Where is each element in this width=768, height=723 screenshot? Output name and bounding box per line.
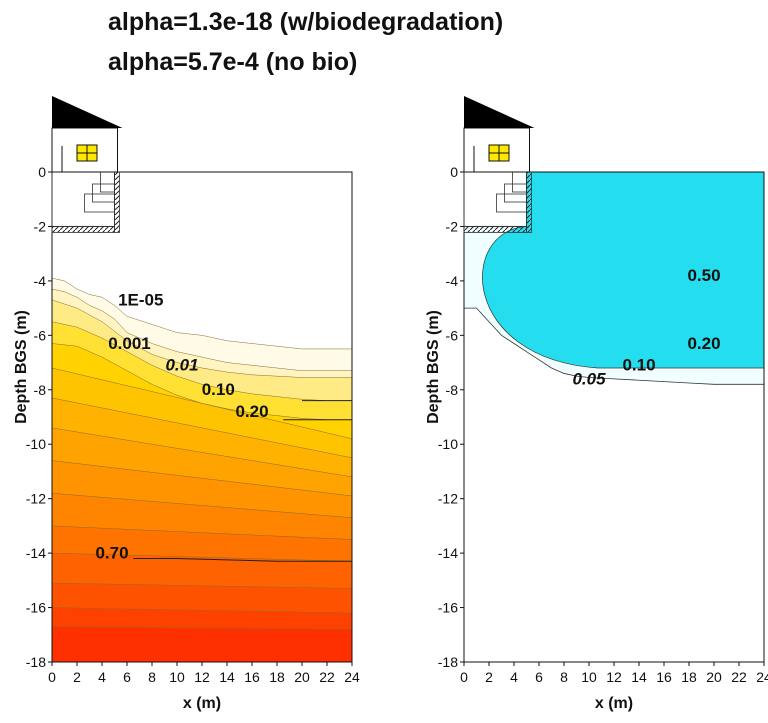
- contour-fills: [464, 172, 764, 385]
- contour-label: 0.20: [687, 334, 720, 353]
- y-tick-label: -4: [446, 273, 459, 289]
- x-tick-label: 20: [294, 669, 310, 685]
- contour-label: 0.10: [202, 380, 235, 399]
- x-tick-label: 2: [485, 669, 493, 685]
- house-basement: [52, 172, 115, 227]
- y-tick-label: -6: [34, 327, 47, 343]
- contour-label: 1E-05: [118, 290, 163, 309]
- house-roof: [52, 96, 123, 128]
- basement-step: [92, 183, 115, 203]
- contour-label: 0.70: [95, 544, 128, 563]
- x-tick-label: 12: [606, 669, 622, 685]
- y-tick-label: -18: [26, 654, 46, 670]
- title-line-2: alpha=5.7e-4 (no bio): [108, 48, 358, 76]
- x-tick-label: 22: [731, 669, 747, 685]
- y-tick-label: 0: [450, 164, 458, 180]
- contour-band: [52, 626, 352, 662]
- y-tick-label: -14: [438, 545, 458, 561]
- y-tick-label: -10: [26, 436, 46, 452]
- x-tick-label: 14: [219, 669, 235, 685]
- contour-fills: [52, 277, 352, 662]
- y-tick-label: -12: [26, 491, 46, 507]
- left-contour-panel: 0-2-4-6-8-10-12-14-16-180 2 4 6 8 10 12 14 16 18 2…: [13, 96, 360, 712]
- x-tick-label: 20: [706, 669, 722, 685]
- x-tick-label: 6: [123, 669, 131, 685]
- x-tick-label: 10: [581, 669, 597, 685]
- x-tick-label: 16: [244, 669, 260, 685]
- y-tick-label: -18: [438, 654, 458, 670]
- basement-step: [504, 183, 527, 203]
- x-tick-label: 8: [560, 669, 568, 685]
- contour-label: 0.20: [235, 402, 268, 421]
- contour-label: 0.05: [572, 369, 606, 388]
- x-tick-label: 16: [656, 669, 672, 685]
- y-axis-label: Depth BGS (m): [425, 310, 442, 424]
- x-tick-label: 12: [194, 669, 210, 685]
- x-tick-label: 18: [681, 669, 697, 685]
- title-line-1: alpha=1.3e-18 (w/biodegradation): [108, 8, 504, 36]
- house-icon: [463, 96, 535, 233]
- x-tick-label: 18: [269, 669, 285, 685]
- x-tick-label: 2: [73, 669, 81, 685]
- x-tick-label: 22: [319, 669, 335, 685]
- y-tick-label: -14: [26, 545, 46, 561]
- house-basement: [464, 172, 527, 227]
- contour-line: [133, 558, 352, 562]
- x-tick-label: 0: [48, 669, 56, 685]
- x-tick-label: 10: [169, 669, 185, 685]
- foundation-hatch: [51, 226, 115, 233]
- y-tick-label: -8: [446, 382, 459, 398]
- x-axis-label: x (m): [595, 695, 633, 712]
- x-tick-label: 4: [510, 669, 518, 685]
- right-contour-panel: 0-2-4-6-8-10-12-14-16-180 2 4 6 8 10 12 14 16 18 2…: [425, 96, 768, 712]
- basement-step: [496, 193, 527, 213]
- contour-band: [526, 172, 764, 194]
- x-tick-label: 8: [148, 669, 156, 685]
- x-tick-label: 4: [98, 669, 106, 685]
- foundation-hatch: [463, 226, 527, 233]
- x-tick-label: 0: [460, 669, 468, 685]
- y-tick-label: -12: [438, 491, 458, 507]
- y-tick-label: -8: [34, 382, 47, 398]
- y-tick-label: -2: [446, 218, 459, 234]
- contour-label: 0.01: [165, 356, 198, 375]
- house-icon: [51, 96, 123, 233]
- y-tick-label: -10: [438, 436, 458, 452]
- y-axis-label: Depth BGS (m): [13, 310, 30, 424]
- x-tick-label: 24: [756, 669, 768, 685]
- x-axis-label: x (m): [183, 695, 221, 712]
- contour-label: 0.50: [687, 266, 720, 285]
- y-tick-label: -6: [446, 327, 459, 343]
- y-tick-label: -16: [438, 600, 458, 616]
- y-tick-label: 0: [38, 164, 46, 180]
- wall-hatch: [114, 171, 120, 233]
- x-tick-label: 14: [631, 669, 647, 685]
- y-tick-label: -16: [26, 600, 46, 616]
- wall-hatch: [526, 171, 532, 233]
- contour-label: 0.001: [108, 334, 151, 353]
- y-tick-label: -2: [34, 218, 47, 234]
- contour-label: 0.10: [622, 356, 655, 375]
- basement-step: [84, 193, 115, 213]
- house-roof: [464, 96, 535, 128]
- y-tick-label: -4: [34, 273, 47, 289]
- x-tick-label: 24: [344, 669, 360, 685]
- x-tick-label: 6: [535, 669, 543, 685]
